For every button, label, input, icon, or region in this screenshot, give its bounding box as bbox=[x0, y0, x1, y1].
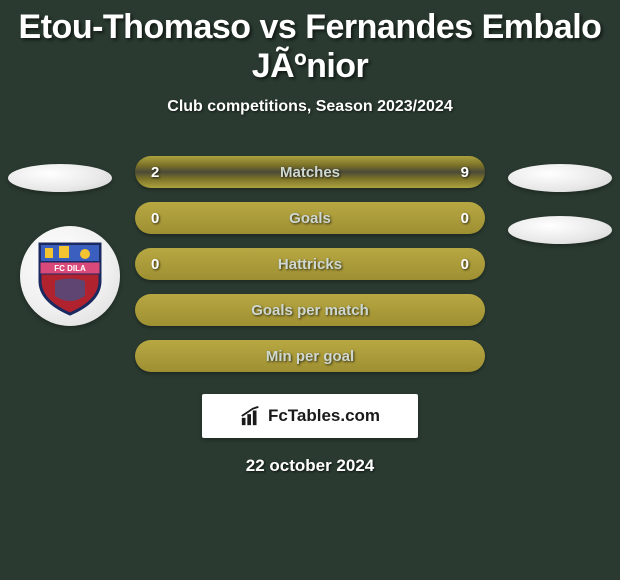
stat-label: Min per goal bbox=[151, 348, 469, 365]
stat-row-hattricks: 0 Hattricks 0 bbox=[135, 248, 485, 280]
stat-row-matches: 2 Matches 9 bbox=[135, 156, 485, 188]
stat-row-goals: 0 Goals 0 bbox=[135, 202, 485, 234]
player-right-marker-2 bbox=[508, 216, 612, 244]
branding-text: FcTables.com bbox=[268, 406, 380, 426]
comparison-area: FC DILA 2 Matches 9 0 Goals 0 0 Hattrick… bbox=[0, 146, 620, 386]
stat-label: Hattricks bbox=[171, 256, 449, 273]
player-left-marker bbox=[8, 164, 112, 192]
stat-label: Goals bbox=[171, 210, 449, 227]
stat-row-min-per-goal: Min per goal bbox=[135, 340, 485, 372]
stat-left-value: 0 bbox=[151, 256, 171, 273]
shield-icon: FC DILA bbox=[35, 236, 105, 316]
stat-label: Matches bbox=[171, 164, 449, 181]
stat-row-goals-per-match: Goals per match bbox=[135, 294, 485, 326]
stat-right-value: 9 bbox=[449, 164, 469, 181]
page-title: Etou-Thomaso vs Fernandes Embalo JÃºnior bbox=[0, 0, 620, 86]
club-badge: FC DILA bbox=[20, 226, 120, 326]
stat-left-value: 0 bbox=[151, 210, 171, 227]
stat-rows: 2 Matches 9 0 Goals 0 0 Hattricks 0 Goal… bbox=[135, 156, 485, 386]
stat-right-value: 0 bbox=[449, 256, 469, 273]
branding-badge[interactable]: FcTables.com bbox=[202, 394, 418, 438]
player-right-marker-1 bbox=[508, 164, 612, 192]
date-stamp: 22 october 2024 bbox=[0, 456, 620, 476]
stat-left-value: 2 bbox=[151, 164, 171, 181]
bar-chart-icon bbox=[240, 405, 262, 427]
stat-right-value: 0 bbox=[449, 210, 469, 227]
subtitle: Club competitions, Season 2023/2024 bbox=[0, 98, 620, 116]
stat-label: Goals per match bbox=[151, 302, 469, 319]
badge-text: FC DILA bbox=[54, 264, 86, 273]
